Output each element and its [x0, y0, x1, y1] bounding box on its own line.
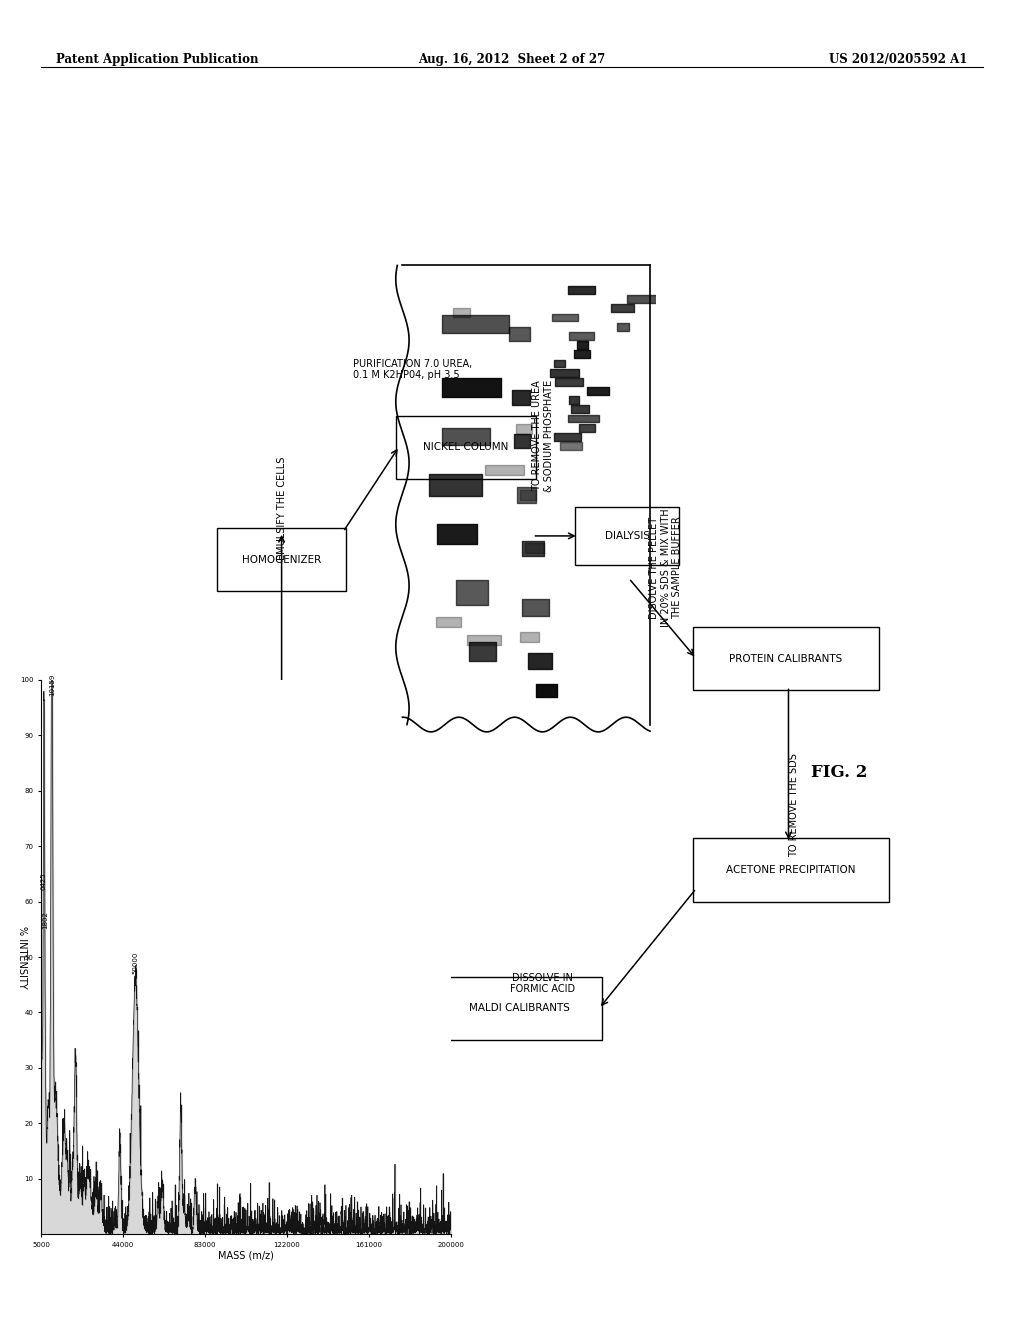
FancyBboxPatch shape	[693, 838, 889, 902]
Y-axis label: % INTENSITY: % INTENSITY	[17, 925, 27, 989]
X-axis label: MASS (m/z): MASS (m/z)	[218, 1250, 273, 1261]
FancyBboxPatch shape	[217, 528, 346, 591]
Text: TO REMOVE THE UREA
& SODIUM PHOSPHATE: TO REMOVE THE UREA & SODIUM PHOSPHATE	[531, 380, 554, 491]
Text: HOMOGENIZER: HOMOGENIZER	[242, 554, 322, 565]
Text: 6425: 6425	[41, 873, 47, 891]
FancyBboxPatch shape	[53, 792, 177, 855]
Text: 10159: 10159	[49, 675, 55, 697]
Text: PURIFICATION 7.0 UREA,
0.1 M K2HP04, pH 3.5: PURIFICATION 7.0 UREA, 0.1 M K2HP04, pH …	[353, 359, 472, 380]
Text: Aug. 16, 2012  Sheet 2 of 27: Aug. 16, 2012 Sheet 2 of 27	[419, 53, 605, 66]
Text: Patent Application Publication: Patent Application Publication	[56, 53, 259, 66]
Text: ACETONE PRECIPITATION: ACETONE PRECIPITATION	[726, 865, 856, 875]
Text: NICKEL COLUMN: NICKEL COLUMN	[423, 442, 509, 453]
Text: MALDI CALIBRANTS: MALDI CALIBRANTS	[469, 1003, 570, 1014]
Text: CELL CULTURE: CELL CULTURE	[78, 818, 153, 829]
Text: TO REMOVE THE SDS: TO REMOVE THE SDS	[788, 754, 799, 857]
Text: EMULSIFY THE CELLS: EMULSIFY THE CELLS	[276, 457, 287, 560]
FancyBboxPatch shape	[693, 627, 879, 690]
Text: FIG. 2: FIG. 2	[811, 764, 868, 780]
Text: 50000: 50000	[132, 952, 138, 974]
FancyBboxPatch shape	[437, 977, 602, 1040]
FancyBboxPatch shape	[575, 507, 679, 565]
Text: PROTEIN CALIBRANTS: PROTEIN CALIBRANTS	[729, 653, 843, 664]
Text: DIALYSIS: DIALYSIS	[605, 531, 649, 541]
Text: 1802: 1802	[42, 911, 48, 929]
FancyBboxPatch shape	[396, 416, 536, 479]
Text: DISOLVE THE PELLET
IN 20% SDS & MIX WITH
THE SAMPLE BUFFER: DISOLVE THE PELLET IN 20% SDS & MIX WITH…	[649, 508, 682, 627]
Text: DISSOLVE IN
FORMIC ACID: DISSOLVE IN FORMIC ACID	[510, 973, 575, 994]
Text: US 2012/0205592 A1: US 2012/0205592 A1	[829, 53, 968, 66]
